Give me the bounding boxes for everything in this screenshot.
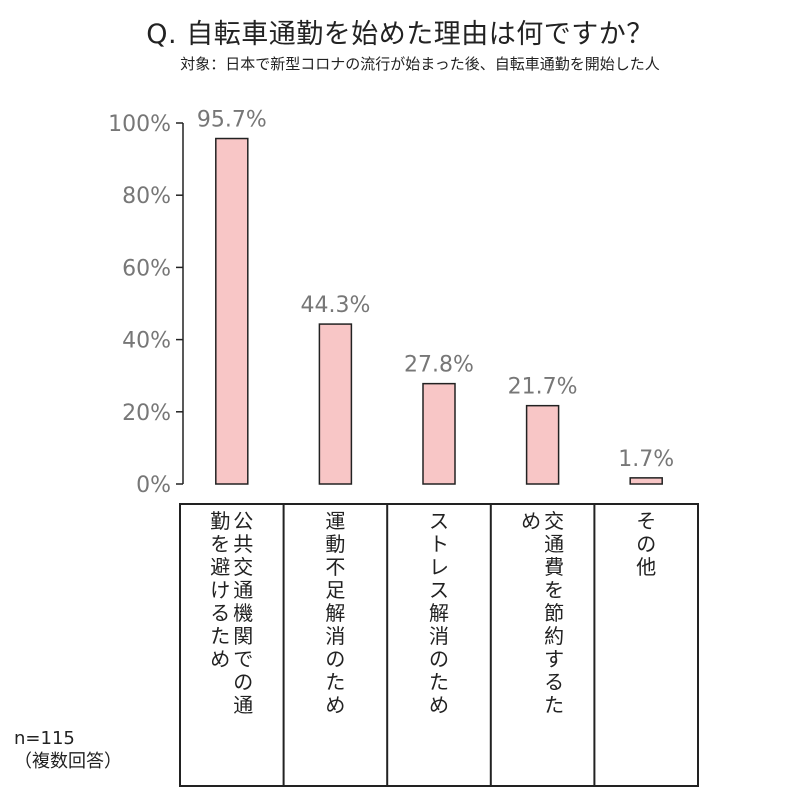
category-label-char: る [210, 601, 230, 625]
category-label-char: 機 [233, 601, 253, 625]
category-label-char: の [429, 647, 449, 671]
category-label-char: 通 [544, 532, 564, 556]
category-label-char: レ [429, 555, 449, 579]
category-label-char: 節 [544, 601, 564, 625]
bar [525, 404, 560, 485]
category-label-char: 運 [325, 509, 345, 533]
category-label-char: る [544, 670, 564, 694]
category-label-char: の [325, 647, 345, 671]
category-label-char: 交 [233, 555, 253, 579]
category-label-char: け [210, 578, 230, 602]
category-label-char: ス [429, 509, 449, 533]
y-tick-label: 60% [122, 256, 171, 281]
category-label-char: 避 [210, 555, 230, 579]
bar-value-label: 27.8% [404, 353, 474, 378]
category-label-char: 不 [325, 555, 345, 579]
category-label-char: 解 [429, 601, 449, 625]
category-label-char: 消 [429, 624, 449, 648]
category-label-char: を [210, 532, 230, 556]
category-label-char: で [233, 647, 253, 671]
category-label-char: め [429, 693, 449, 717]
bar-value-label: 21.7% [508, 375, 578, 400]
category-label-char: め [521, 509, 541, 533]
multiple-answer-note: （複数回答） [14, 750, 122, 772]
category-label-char: め [210, 647, 230, 671]
bar-value-label: 1.7% [618, 447, 674, 472]
category-label-char: 公 [233, 509, 253, 533]
category-label-char: を [544, 578, 564, 602]
bar-value-label: 95.7% [197, 108, 267, 133]
bar-value-label: 44.3% [300, 293, 370, 318]
category-label-char: 動 [325, 532, 345, 556]
category-label-char: 関 [233, 624, 253, 648]
sample-size: n=115 [14, 728, 75, 749]
category-label-char: 解 [325, 601, 345, 625]
category-label-char: ス [429, 578, 449, 602]
category-label-char: 通 [233, 578, 253, 602]
bar [318, 323, 353, 485]
y-tick-label: 20% [122, 401, 171, 426]
category-label-char: 交 [544, 509, 564, 533]
category-label-char: の [233, 670, 253, 694]
category-label-char: た [544, 693, 564, 717]
bar [215, 137, 249, 485]
category-label-char: そ [636, 509, 656, 533]
category-label-char: め [325, 693, 345, 717]
category-label-char: 他 [636, 555, 656, 579]
y-tick-label: 0% [136, 473, 171, 498]
chart-title: Q. 自転車通勤を始めた理由は何ですか？ [146, 19, 654, 50]
category-label-char: た [325, 670, 345, 694]
category-label-char: 約 [544, 624, 564, 648]
y-tick-label: 80% [122, 184, 171, 209]
category-label-char: の [636, 532, 656, 556]
category-label-char: た [429, 670, 449, 694]
category-label-char: 費 [544, 555, 564, 579]
sample-note: n=115 （複数回答） [14, 728, 122, 773]
y-tick-label: 100% [108, 112, 171, 137]
category-table [179, 503, 699, 787]
category-label-char: 勤 [210, 509, 230, 533]
bar [422, 382, 456, 485]
category-label-char: 通 [233, 693, 253, 717]
category-label-char: す [544, 647, 564, 671]
bar [629, 477, 663, 485]
category-label-char: 足 [325, 578, 345, 602]
chart-subtitle: 対象：日本で新型コロナの流行が始まった後、自転車通勤を開始した人 [180, 55, 660, 73]
category-label-char: ト [429, 532, 449, 556]
category-label-char: 消 [325, 624, 345, 648]
category-label-char: た [210, 624, 230, 648]
y-tick-label: 40% [122, 329, 171, 354]
category-label-char: 共 [233, 532, 253, 556]
